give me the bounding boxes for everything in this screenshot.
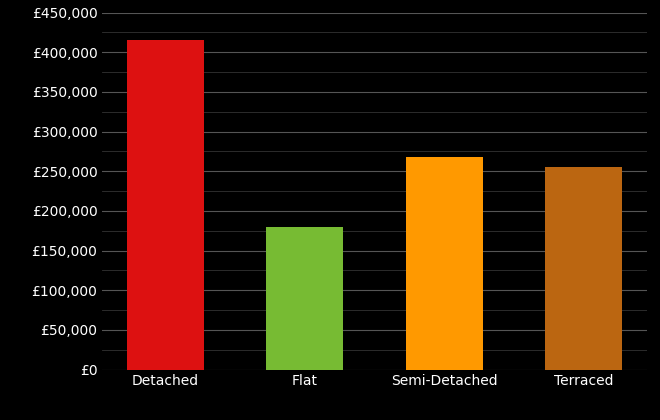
Bar — [545, 167, 622, 370]
Bar — [267, 227, 343, 370]
Bar — [406, 157, 482, 370]
Bar — [127, 40, 204, 370]
